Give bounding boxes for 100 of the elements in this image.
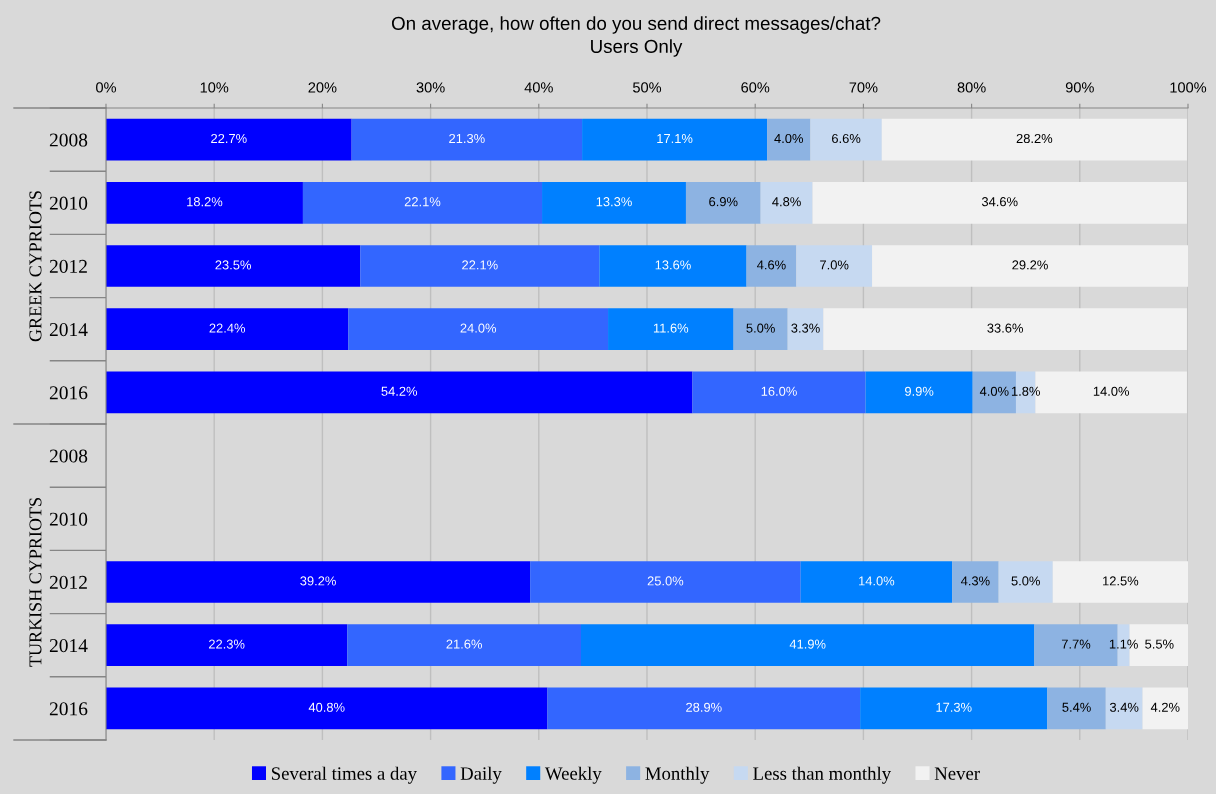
bar (1142, 687, 1188, 730)
x-tick-label: 80% (957, 82, 986, 93)
data-label: 33.6% (987, 323, 1023, 333)
data-label: 4.0% (979, 386, 1009, 396)
bar (1047, 687, 1106, 730)
data-label: 5.4% (1062, 702, 1091, 712)
data-label: 41.9% (789, 639, 826, 649)
bar (547, 687, 861, 730)
data-label: 13.6% (655, 260, 691, 270)
bar (348, 308, 609, 351)
data-label: 7.7% (1061, 639, 1091, 649)
bar (106, 687, 548, 730)
data-label: 22.4% (209, 323, 246, 333)
data-label: 21.3% (449, 133, 485, 144)
bar (860, 687, 1048, 730)
data-label: 13.3% (596, 197, 632, 207)
data-label: 17.1% (657, 133, 693, 144)
chart-title: On average, how often do you send direct messages/chat? (391, 16, 881, 34)
bar (599, 245, 747, 287)
bar (872, 245, 1188, 287)
data-label: 12.5% (1103, 576, 1139, 586)
bar (1105, 687, 1143, 730)
legend-label: Weekly (544, 766, 602, 784)
x-tick-label: 60% (741, 82, 770, 93)
y-tick-label: 2008 (49, 449, 88, 463)
data-label: 4.8% (772, 197, 801, 207)
legend-label: Monthly (645, 766, 710, 784)
y-tick-label: 2012 (49, 259, 87, 273)
data-label: 4.3% (960, 576, 990, 586)
bar (106, 561, 531, 603)
x-tick-label: 40% (524, 82, 553, 93)
data-label: 40.8% (308, 702, 345, 712)
legend-label: Never (934, 767, 980, 780)
text: GREEK CYPRIOTS (29, 191, 42, 342)
x-tick-label: 20% (308, 82, 337, 93)
x-tick-label: 0% (96, 82, 117, 93)
bar (767, 118, 811, 161)
bar (812, 181, 1187, 224)
y-tick-label: 2016 (49, 386, 88, 400)
x-tick-label: 50% (632, 82, 662, 93)
data-label: 23.5% (215, 260, 251, 270)
y-tick-label: 2008 (49, 133, 88, 147)
data-label: 1.1% (1109, 639, 1138, 649)
data-label: 4.6% (757, 260, 786, 270)
data-label: 25.0% (647, 576, 684, 586)
y-tick-label: 2014 (49, 323, 88, 337)
bar (865, 371, 973, 414)
data-label: 21.6% (446, 639, 482, 649)
bar (106, 308, 349, 351)
bar (800, 561, 953, 603)
bar (106, 245, 361, 287)
data-label: 4.2% (1150, 702, 1180, 712)
data-label: 14.0% (859, 576, 895, 586)
data-label: 6.9% (709, 197, 738, 207)
bar (351, 118, 583, 161)
bar (998, 561, 1053, 603)
bar (881, 118, 1187, 161)
text: TURKISH CYPRIOTS (29, 498, 42, 667)
y-tick-label: 2012 (49, 575, 87, 589)
data-label: 5.0% (746, 323, 775, 333)
data-label: 14.0% (1093, 386, 1130, 396)
bar (347, 624, 581, 667)
bar (106, 371, 693, 414)
data-label: 28.9% (686, 702, 722, 712)
bar (685, 181, 761, 224)
bar (542, 181, 686, 224)
data-label: 22.3% (208, 639, 245, 649)
data-label: 54.2% (381, 386, 418, 396)
bar (787, 308, 824, 351)
data-label: 16.0% (761, 386, 797, 396)
bar (746, 245, 797, 287)
bar (823, 308, 1187, 351)
chart-subtitle: Users Only (591, 39, 683, 57)
bar (796, 245, 873, 287)
bar (733, 308, 788, 351)
data-label: 17.3% (936, 702, 972, 712)
bar (581, 624, 1035, 667)
data-label: 24.0% (460, 323, 497, 333)
data-label: 29.2% (1012, 260, 1048, 270)
data-label: 7.0% (820, 260, 849, 270)
bar (106, 181, 303, 224)
x-tick-label: 90% (1065, 82, 1094, 93)
y-tick-label: 2016 (49, 702, 88, 716)
y-tick-label: 2010 (49, 196, 88, 210)
x-tick-label: 30% (416, 82, 445, 93)
data-label: 28.2% (1016, 133, 1053, 144)
y-tick-label: 2014 (49, 639, 88, 653)
bar (106, 624, 348, 667)
legend-label: Less than monthly (753, 766, 892, 784)
data-label: 11.6% (653, 323, 689, 333)
bar (608, 308, 734, 351)
data-label: 18.2% (187, 197, 223, 207)
bar (530, 561, 801, 603)
data-label: 5.5% (1145, 639, 1174, 649)
data-label: 4.0% (774, 133, 803, 144)
data-label: 39.2% (300, 576, 336, 586)
bar (106, 118, 352, 161)
bar (582, 118, 768, 161)
bar (692, 371, 866, 414)
legend-label: Daily (460, 766, 502, 784)
